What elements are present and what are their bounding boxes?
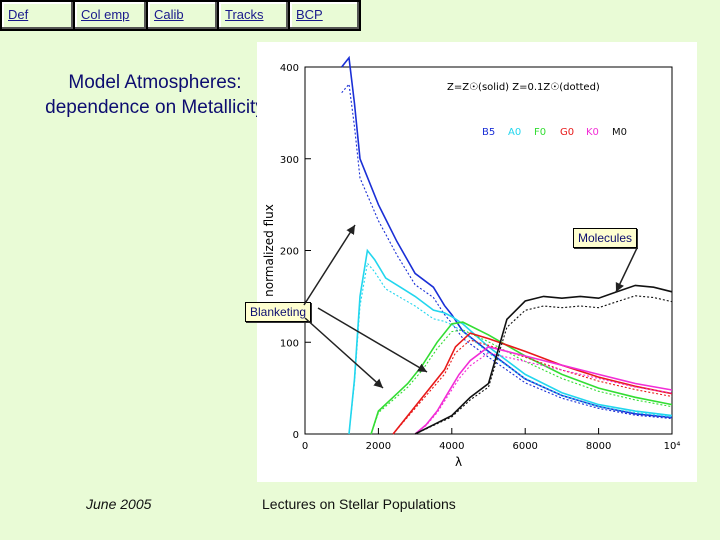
plot-panel: 0 2000 4000 6000 8000 10⁴ 0 100 200 300 400 λ normal… xyxy=(257,42,697,482)
footer-date: June 2005 xyxy=(86,496,152,512)
x-tick-label: 2000 xyxy=(366,441,391,452)
metallicity-annotation: Z=Z☉(solid) Z=0.1Z☉(dotted) xyxy=(447,82,600,93)
nav-col-emp-button[interactable]: Col emp xyxy=(73,0,148,31)
molecules-callout: Molecules xyxy=(573,228,638,248)
x-tick-label: 8000 xyxy=(586,441,611,452)
footer-title: Lectures on Stellar Populations xyxy=(262,496,456,512)
series-dotted-f0 xyxy=(370,329,673,435)
nav-calib-button[interactable]: Calib xyxy=(146,0,219,31)
legend-entry-a0: A0 xyxy=(508,127,521,138)
nav-bcp-button[interactable]: BCP xyxy=(288,0,361,31)
series-line-b5 xyxy=(341,55,673,419)
series-line-m0 xyxy=(414,284,673,435)
legend-entry-b5: B5 xyxy=(482,127,495,138)
series-dotted-a0 xyxy=(348,262,673,435)
legend-entry-k0: K0 xyxy=(586,127,599,138)
x-tick-label: 10⁴ xyxy=(664,441,681,452)
x-tick-label: 4000 xyxy=(439,441,464,452)
nav-tracks-button[interactable]: Tracks xyxy=(217,0,290,31)
nav-def-button[interactable]: Def xyxy=(0,0,75,31)
series-dotted-b5 xyxy=(341,82,673,420)
x-tick-label: 6000 xyxy=(512,441,537,452)
legend-entry-f0: F0 xyxy=(534,127,546,138)
series-line-k0 xyxy=(414,345,673,435)
series-dotted-m0 xyxy=(414,295,673,435)
legend-entry-m0: M0 xyxy=(612,127,627,138)
legend-entry-g0: G0 xyxy=(560,127,574,138)
y-tick-label: 400 xyxy=(280,63,299,74)
y-axis-label: normalized flux xyxy=(262,204,276,297)
series-dotted-g0 xyxy=(392,339,673,435)
y-tick-label: 200 xyxy=(280,247,299,258)
spectra-chart: 0 2000 4000 6000 8000 10⁴ 0 100 200 300 400 λ normal… xyxy=(262,55,681,469)
series-line-g0 xyxy=(392,332,673,435)
slide-title: Model Atmospheres: dependence on Metalli… xyxy=(45,72,265,118)
blanketing-callout: Blanketing xyxy=(245,302,312,322)
y-tick-label: 100 xyxy=(280,338,299,349)
x-tick-label: 0 xyxy=(302,441,308,452)
y-tick-label: 300 xyxy=(280,155,299,166)
y-tick-label: 0 xyxy=(293,430,299,441)
series-line-a0 xyxy=(348,248,673,435)
x-axis-label: λ xyxy=(455,455,462,469)
series-line-f0 xyxy=(370,321,673,435)
